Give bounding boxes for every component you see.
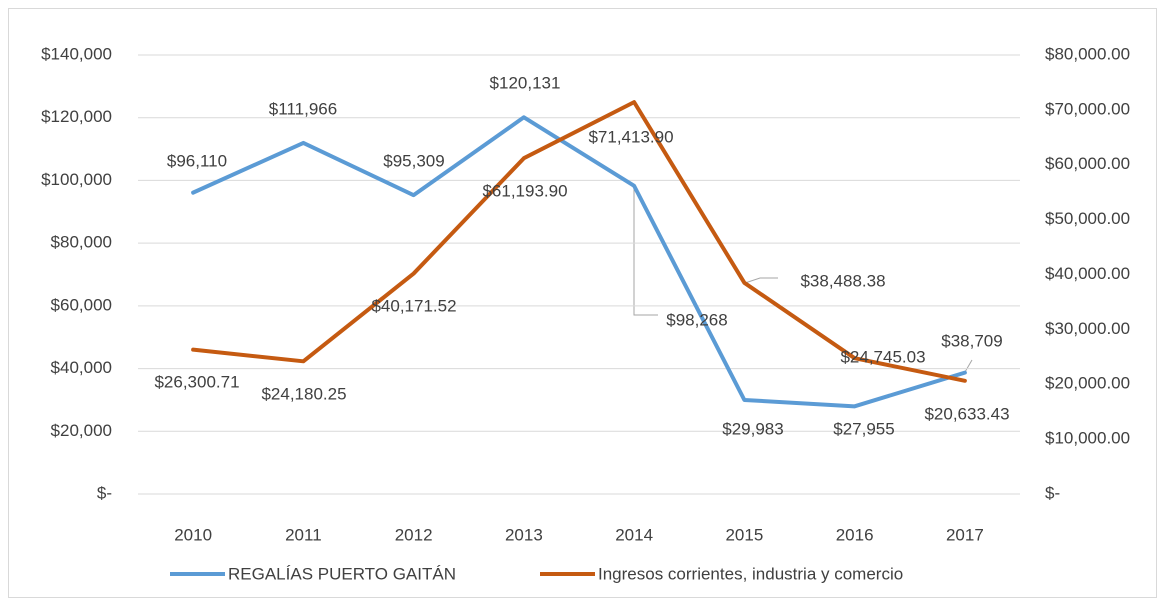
leader-line	[964, 359, 973, 373]
x-tick-label: 2010	[174, 525, 212, 544]
y-tick-label: $40,000	[51, 358, 112, 377]
y2-tick-label: $80,000.00	[1045, 44, 1130, 63]
series-line	[191, 100, 967, 383]
chart-border	[8, 8, 1157, 598]
data-label: $27,955	[833, 419, 894, 438]
data-label: $98,268	[666, 310, 727, 329]
y-tick-label: $80,000	[51, 233, 112, 252]
y2-tick-label: $70,000.00	[1045, 99, 1130, 118]
data-label: $20,633.43	[924, 404, 1009, 423]
y-tick-label: $140,000	[41, 44, 112, 63]
data-label: $120,131	[490, 73, 561, 92]
x-tick-label: 2015	[725, 525, 763, 544]
y-tick-label: $-	[97, 483, 112, 502]
x-tick-label: 2013	[505, 525, 543, 544]
series-line	[191, 115, 967, 409]
data-label: $29,983	[722, 419, 783, 438]
y-tick-label: $60,000	[51, 295, 112, 314]
y-tick-label: $100,000	[41, 170, 112, 189]
data-label: $111,966	[269, 99, 337, 118]
y2-tick-label: $20,000.00	[1045, 374, 1130, 393]
y2-tick-label: $10,000.00	[1045, 429, 1130, 448]
data-label: $38,709	[941, 331, 1002, 350]
y-tick-label: $20,000	[51, 421, 112, 440]
data-label: $24,180.25	[261, 384, 346, 403]
x-tick-label: 2016	[836, 525, 874, 544]
data-label: $71,413.90	[588, 127, 673, 146]
y-tick-label: $120,000	[41, 107, 112, 126]
data-label: $61,193.90	[482, 181, 567, 200]
data-label: $96,110	[167, 151, 227, 170]
legend-label: Ingresos corrientes, industria y comerci…	[598, 564, 903, 583]
leader-line	[633, 188, 658, 316]
x-tick-label: 2012	[395, 525, 433, 544]
data-label: $26,300.71	[154, 372, 239, 391]
data-label: $38,488.38	[800, 271, 885, 290]
y2-tick-label: $40,000.00	[1045, 264, 1130, 283]
y2-tick-label: $-	[1045, 483, 1060, 502]
y2-tick-label: $30,000.00	[1045, 319, 1130, 338]
leader-line	[744, 277, 778, 284]
data-label: $24,745.03	[840, 347, 925, 366]
y2-tick-label: $60,000.00	[1045, 154, 1130, 173]
y2-tick-label: $50,000.00	[1045, 209, 1130, 228]
x-tick-label: 2017	[946, 525, 984, 544]
x-tick-label: 2011	[285, 525, 322, 544]
data-label: $95,309	[383, 151, 444, 170]
legend-label: REGALÍAS PUERTO GAITÁN	[228, 564, 456, 583]
x-tick-label: 2014	[615, 525, 653, 544]
data-label: $40,171.52	[371, 296, 456, 315]
